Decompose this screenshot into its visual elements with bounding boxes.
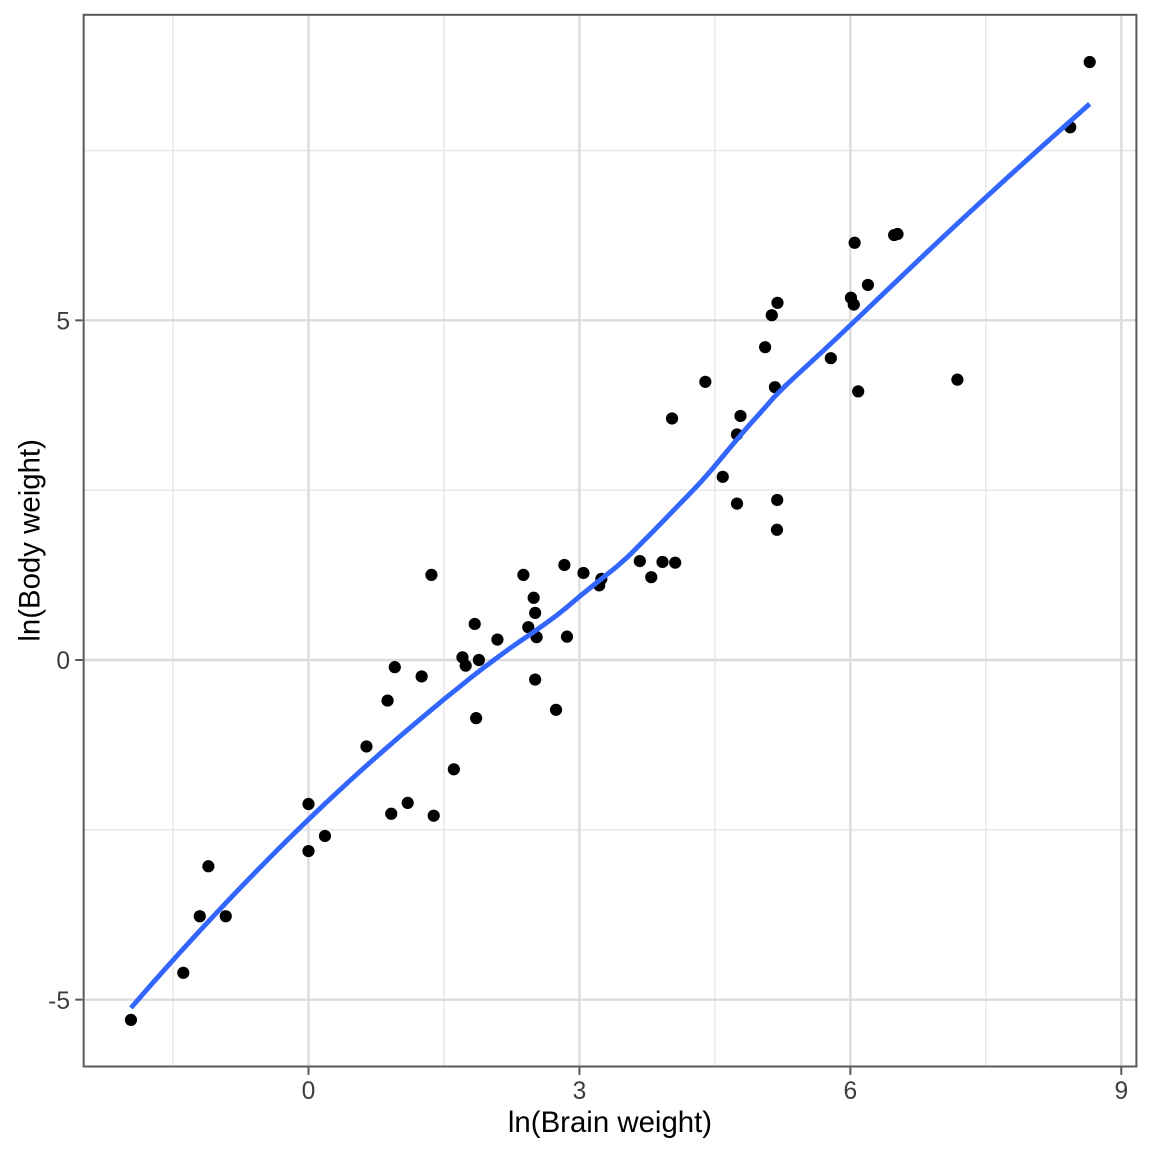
svg-text:ln(Body weight): ln(Body weight) [13, 439, 46, 642]
svg-text:0: 0 [56, 648, 70, 675]
svg-text:5: 5 [56, 309, 70, 336]
svg-text:6: 6 [844, 1078, 858, 1105]
svg-text:3: 3 [573, 1078, 587, 1105]
svg-text:-5: -5 [48, 988, 70, 1015]
svg-text:0: 0 [302, 1078, 316, 1105]
svg-text:ln(Brain weight): ln(Brain weight) [508, 1106, 712, 1139]
svg-text:9: 9 [1114, 1078, 1128, 1105]
